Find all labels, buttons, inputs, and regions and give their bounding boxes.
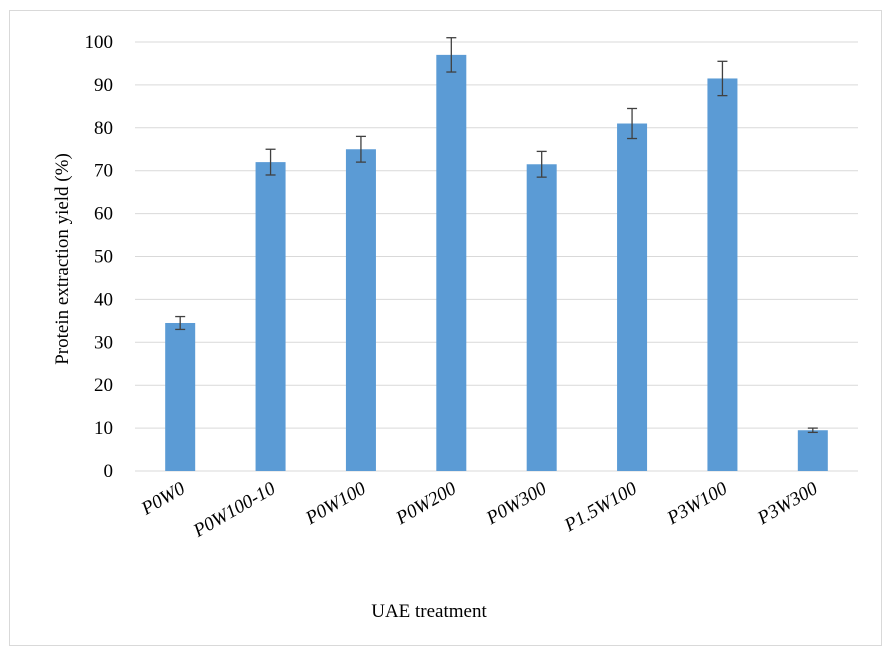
x-tick-label: P1.5W100: [560, 478, 641, 537]
bar: [165, 322, 196, 471]
bar: [797, 430, 828, 471]
gridlines: [135, 41, 858, 472]
x-tick-label: P0W0: [137, 478, 189, 520]
y-tick-label: 50: [94, 247, 113, 268]
x-axis-title: UAE treatment: [371, 601, 487, 622]
y-tick-label: 30: [94, 332, 113, 353]
x-tick-label: P0W300: [482, 478, 550, 530]
y-tick-label: 0: [104, 461, 114, 482]
error-bars: [175, 37, 818, 434]
bar: [526, 164, 557, 471]
bar: [707, 78, 738, 471]
x-tick-label: P0W200: [392, 478, 460, 530]
x-tick-label: P3W300: [753, 478, 821, 530]
y-tick-label: 90: [94, 75, 113, 96]
y-tick-label: 70: [94, 161, 113, 182]
bar: [436, 54, 467, 472]
x-tick-label: P0W100-10: [189, 478, 279, 542]
y-tick-label: 100: [85, 32, 114, 53]
y-axis-ticks: 0 10 20 30 40 50 60 70 80 90 100: [85, 32, 114, 482]
x-tick-label: P3W100: [663, 478, 731, 530]
bar: [255, 162, 286, 471]
y-axis-title: Protein extraction yield (%): [52, 153, 73, 365]
y-tick-label: 20: [94, 375, 113, 396]
bar: [617, 123, 648, 471]
y-tick-label: 60: [94, 204, 113, 225]
y-tick-label: 80: [94, 118, 113, 139]
x-tick-label: P0W100: [301, 478, 369, 530]
bars: [165, 54, 828, 472]
x-axis-ticks: P0W0 P0W100-10 P0W100 P0W200 P0W300 P1.5W100 P…: [137, 478, 822, 542]
bar: [345, 149, 376, 471]
y-tick-label: 10: [94, 418, 113, 439]
y-tick-label: 40: [94, 289, 113, 310]
